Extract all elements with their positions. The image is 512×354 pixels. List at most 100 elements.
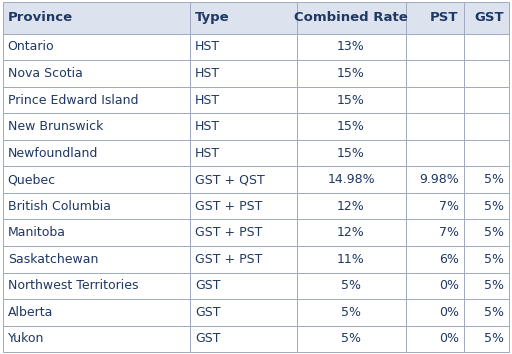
Text: GST: GST <box>195 306 221 319</box>
Bar <box>406 113 464 140</box>
Text: GST: GST <box>475 11 504 24</box>
Bar <box>406 219 464 246</box>
Bar <box>296 140 406 166</box>
Text: 0%: 0% <box>439 306 459 319</box>
Text: GST + QST: GST + QST <box>195 173 265 186</box>
Bar <box>296 246 406 273</box>
Text: Prince Edward Island: Prince Edward Island <box>8 93 138 107</box>
Bar <box>296 193 406 219</box>
Bar <box>190 326 296 352</box>
Text: 7%: 7% <box>439 200 459 213</box>
Text: Ontario: Ontario <box>8 40 54 53</box>
Text: Northwest Territories: Northwest Territories <box>8 279 138 292</box>
Bar <box>464 246 509 273</box>
Text: 5%: 5% <box>341 279 361 292</box>
Bar <box>3 166 190 193</box>
Text: 12%: 12% <box>337 200 365 213</box>
Text: GST: GST <box>195 332 221 346</box>
Bar <box>190 299 296 326</box>
Bar <box>406 2 464 34</box>
Text: 5%: 5% <box>484 279 504 292</box>
Text: Nova Scotia: Nova Scotia <box>8 67 82 80</box>
Text: HST: HST <box>195 67 220 80</box>
Text: Saskatchewan: Saskatchewan <box>8 253 98 266</box>
Text: 12%: 12% <box>337 226 365 239</box>
Bar <box>296 113 406 140</box>
Bar <box>406 140 464 166</box>
Text: HST: HST <box>195 93 220 107</box>
Text: 5%: 5% <box>484 200 504 213</box>
Bar <box>296 166 406 193</box>
Text: British Columbia: British Columbia <box>8 200 111 213</box>
Text: 14.98%: 14.98% <box>327 173 375 186</box>
Text: HST: HST <box>195 120 220 133</box>
Text: GST + PST: GST + PST <box>195 253 263 266</box>
Bar <box>190 166 296 193</box>
Bar <box>406 60 464 87</box>
Bar <box>296 34 406 60</box>
Bar <box>190 34 296 60</box>
Text: 5%: 5% <box>341 332 361 346</box>
Text: 7%: 7% <box>439 226 459 239</box>
Text: Yukon: Yukon <box>8 332 44 346</box>
Text: 5%: 5% <box>484 253 504 266</box>
Bar <box>406 326 464 352</box>
Bar <box>406 193 464 219</box>
Text: GST + PST: GST + PST <box>195 200 263 213</box>
Bar <box>464 87 509 113</box>
Bar <box>3 113 190 140</box>
Text: 5%: 5% <box>484 306 504 319</box>
Bar <box>464 140 509 166</box>
Bar <box>464 34 509 60</box>
Text: Alberta: Alberta <box>8 306 53 319</box>
Text: 9.98%: 9.98% <box>419 173 459 186</box>
Bar <box>464 273 509 299</box>
Bar <box>3 2 190 34</box>
Bar <box>296 2 406 34</box>
Bar <box>406 87 464 113</box>
Text: Type: Type <box>195 11 230 24</box>
Bar <box>296 60 406 87</box>
Text: 0%: 0% <box>439 279 459 292</box>
Text: HST: HST <box>195 147 220 160</box>
Bar <box>3 34 190 60</box>
Bar <box>296 87 406 113</box>
Text: Manitoba: Manitoba <box>8 226 66 239</box>
Text: Province: Province <box>8 11 73 24</box>
Text: 15%: 15% <box>337 120 365 133</box>
Text: HST: HST <box>195 40 220 53</box>
Bar <box>406 246 464 273</box>
Text: 5%: 5% <box>484 173 504 186</box>
Bar <box>464 193 509 219</box>
Text: 0%: 0% <box>439 332 459 346</box>
Text: Quebec: Quebec <box>8 173 56 186</box>
Text: 5%: 5% <box>341 306 361 319</box>
Text: 5%: 5% <box>484 226 504 239</box>
Text: Combined Rate: Combined Rate <box>294 11 408 24</box>
Bar <box>3 273 190 299</box>
Bar <box>296 326 406 352</box>
Bar <box>464 2 509 34</box>
Text: PST: PST <box>430 11 459 24</box>
Bar <box>190 87 296 113</box>
Bar <box>406 166 464 193</box>
Text: GST + PST: GST + PST <box>195 226 263 239</box>
Bar <box>464 60 509 87</box>
Bar <box>406 299 464 326</box>
Bar <box>464 326 509 352</box>
Bar <box>3 326 190 352</box>
Bar <box>296 273 406 299</box>
Bar <box>190 193 296 219</box>
Text: 15%: 15% <box>337 67 365 80</box>
Bar <box>3 60 190 87</box>
Bar <box>296 299 406 326</box>
Bar <box>296 219 406 246</box>
Bar <box>464 166 509 193</box>
Bar <box>464 299 509 326</box>
Text: 11%: 11% <box>337 253 365 266</box>
Bar <box>190 60 296 87</box>
Bar <box>190 2 296 34</box>
Bar <box>3 140 190 166</box>
Bar <box>3 219 190 246</box>
Bar <box>190 113 296 140</box>
